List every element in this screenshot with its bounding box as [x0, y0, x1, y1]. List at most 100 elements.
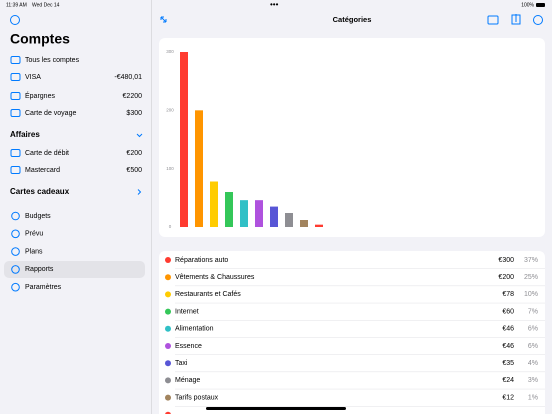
- menu-item[interactable]: Prévu: [25, 231, 43, 238]
- percent: 3%: [528, 377, 538, 384]
- balance: $300: [126, 110, 142, 117]
- percent: 10%: [524, 291, 538, 298]
- bar: [315, 224, 323, 227]
- percent: 1%: [528, 394, 538, 401]
- legend-dot: [165, 377, 171, 384]
- amount: €46: [502, 326, 514, 333]
- chevron[interactable]: [136, 133, 143, 138]
- icon: [10, 149, 21, 157]
- separator: [175, 320, 545, 321]
- time: 11:39 AM: [6, 2, 27, 8]
- balance: €2200: [123, 93, 143, 100]
- date: Wed Dec 14: [32, 2, 60, 8]
- menu-item[interactable]: Budgets: [25, 213, 51, 220]
- more-button[interactable]: [10, 15, 20, 25]
- sidebar-item[interactable]: Épargnes: [25, 91, 55, 100]
- bar: [210, 181, 218, 227]
- sidebar-item[interactable]: Carte de débit: [25, 150, 69, 157]
- amount: €78: [502, 291, 514, 298]
- balance: -€480,01: [114, 74, 142, 81]
- category-name[interactable]: Essence: [175, 343, 202, 350]
- sidebar-title: Comptes: [10, 31, 70, 47]
- amount: €46: [502, 343, 514, 350]
- icon: [10, 56, 21, 64]
- bar: [255, 200, 263, 227]
- y-tick-label: 100: [166, 166, 174, 171]
- category-name[interactable]: Ménage: [175, 377, 200, 384]
- bar: [240, 200, 248, 227]
- percent: 6%: [528, 343, 538, 350]
- share-button[interactable]: [511, 14, 521, 25]
- expand-button[interactable]: [160, 16, 167, 23]
- home-indicator: [206, 407, 346, 410]
- amount: €24: [502, 377, 514, 384]
- bar: [285, 213, 293, 227]
- balance: €200: [126, 150, 142, 157]
- category-name[interactable]: Restaurants et Cafés: [175, 291, 241, 298]
- category-name[interactable]: Réparations auto: [175, 257, 228, 264]
- legend-dot: [165, 325, 171, 332]
- icon: [10, 92, 21, 100]
- list-card: [159, 251, 545, 414]
- percent: 6%: [528, 326, 538, 333]
- legend-dot: [165, 394, 171, 401]
- percent: 37%: [524, 257, 538, 264]
- chevron[interactable]: [137, 189, 142, 195]
- sidebar-button[interactable]: [487, 15, 499, 25]
- separator: [175, 337, 545, 338]
- legend-dot: [165, 411, 171, 414]
- divider: [151, 0, 152, 414]
- category-name[interactable]: Alimentation: [175, 326, 214, 333]
- bar: [270, 206, 278, 227]
- legend-dot: [165, 308, 171, 315]
- sidebar-item[interactable]: Tous les comptes: [25, 57, 80, 64]
- category-name[interactable]: Taxi: [175, 360, 188, 367]
- icon: [11, 282, 20, 292]
- y-tick-label: 300: [166, 49, 174, 54]
- icon: [11, 229, 20, 239]
- separator: [175, 285, 545, 287]
- battery-icon: [536, 3, 545, 7]
- sidebar-item[interactable]: Carte de voyage: [25, 110, 76, 117]
- dots: •••: [270, 0, 279, 9]
- battery-text: 100%: [521, 2, 534, 8]
- sidebar-item[interactable]: VISA: [25, 74, 41, 81]
- percent: 4%: [528, 360, 538, 367]
- legend-dot: [165, 343, 171, 349]
- menu-item[interactable]: Rapports: [25, 266, 54, 273]
- group-title[interactable]: Affaires: [10, 130, 40, 139]
- chart-card: [159, 38, 545, 237]
- separator: [175, 354, 545, 355]
- separator: [175, 268, 545, 269]
- category-name[interactable]: Vêtements & Chaussures: [175, 274, 255, 281]
- icon: [11, 247, 20, 256]
- legend-dot: [165, 257, 171, 263]
- amount: €60: [502, 308, 514, 315]
- amount: €200: [498, 274, 514, 281]
- amount: €12: [502, 394, 514, 401]
- menu-item[interactable]: Plans: [25, 248, 43, 255]
- percent: 25%: [524, 274, 538, 281]
- separator: [175, 406, 545, 407]
- group-title[interactable]: Cartes cadeaux: [10, 187, 70, 196]
- y-tick-label: 0: [169, 224, 172, 229]
- amount: €300: [498, 257, 514, 264]
- icon: [10, 109, 21, 117]
- category-name[interactable]: Tarifs postaux: [175, 394, 219, 401]
- y-tick-label: 200: [166, 108, 174, 113]
- selected-bg: [4, 261, 145, 278]
- icon: [11, 265, 20, 274]
- sidebar-item[interactable]: Mastercard: [25, 167, 60, 174]
- icon: [10, 166, 21, 174]
- category-name[interactable]: Internet: [175, 308, 199, 315]
- bar: [180, 52, 188, 227]
- legend-dot: [165, 291, 171, 298]
- icon: [11, 211, 20, 221]
- more-button[interactable]: [533, 15, 543, 25]
- percent: 7%: [528, 308, 538, 315]
- legend-dot: [165, 274, 171, 281]
- menu-item[interactable]: Paramètres: [25, 284, 62, 291]
- bar: [225, 192, 233, 227]
